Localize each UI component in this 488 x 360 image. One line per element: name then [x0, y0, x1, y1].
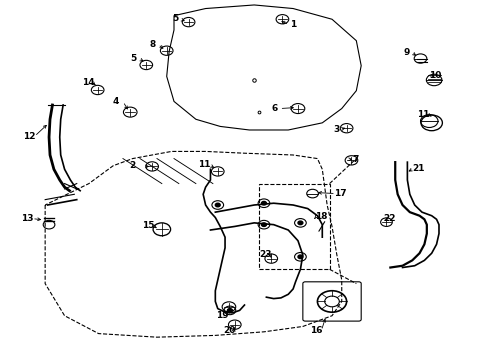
- Text: 21: 21: [411, 164, 424, 173]
- Text: 1: 1: [289, 20, 296, 29]
- Text: 22: 22: [383, 214, 395, 223]
- Text: 17: 17: [334, 189, 346, 198]
- Text: 8: 8: [150, 40, 156, 49]
- Circle shape: [297, 221, 302, 225]
- Text: 12: 12: [23, 132, 36, 141]
- Text: 9: 9: [403, 48, 409, 57]
- Text: 6: 6: [271, 104, 277, 113]
- Text: 14: 14: [81, 78, 94, 87]
- Text: 7: 7: [351, 155, 358, 164]
- Circle shape: [297, 255, 302, 258]
- Circle shape: [261, 202, 266, 205]
- Text: 18: 18: [314, 212, 327, 221]
- Text: 23: 23: [259, 250, 271, 259]
- Text: 4: 4: [112, 97, 119, 106]
- Text: 5: 5: [172, 14, 178, 23]
- Text: 2: 2: [129, 161, 136, 170]
- Text: 19: 19: [216, 311, 228, 320]
- Text: 11: 11: [198, 161, 210, 170]
- Text: 15: 15: [142, 221, 154, 230]
- Circle shape: [215, 203, 220, 207]
- Circle shape: [261, 223, 266, 226]
- Text: 20: 20: [223, 326, 235, 335]
- Text: 11: 11: [416, 110, 429, 119]
- Text: 16: 16: [309, 326, 322, 335]
- Circle shape: [227, 309, 232, 312]
- Text: 13: 13: [21, 214, 33, 223]
- Text: 5: 5: [130, 54, 137, 63]
- Text: 10: 10: [428, 71, 441, 80]
- Text: 3: 3: [333, 125, 339, 134]
